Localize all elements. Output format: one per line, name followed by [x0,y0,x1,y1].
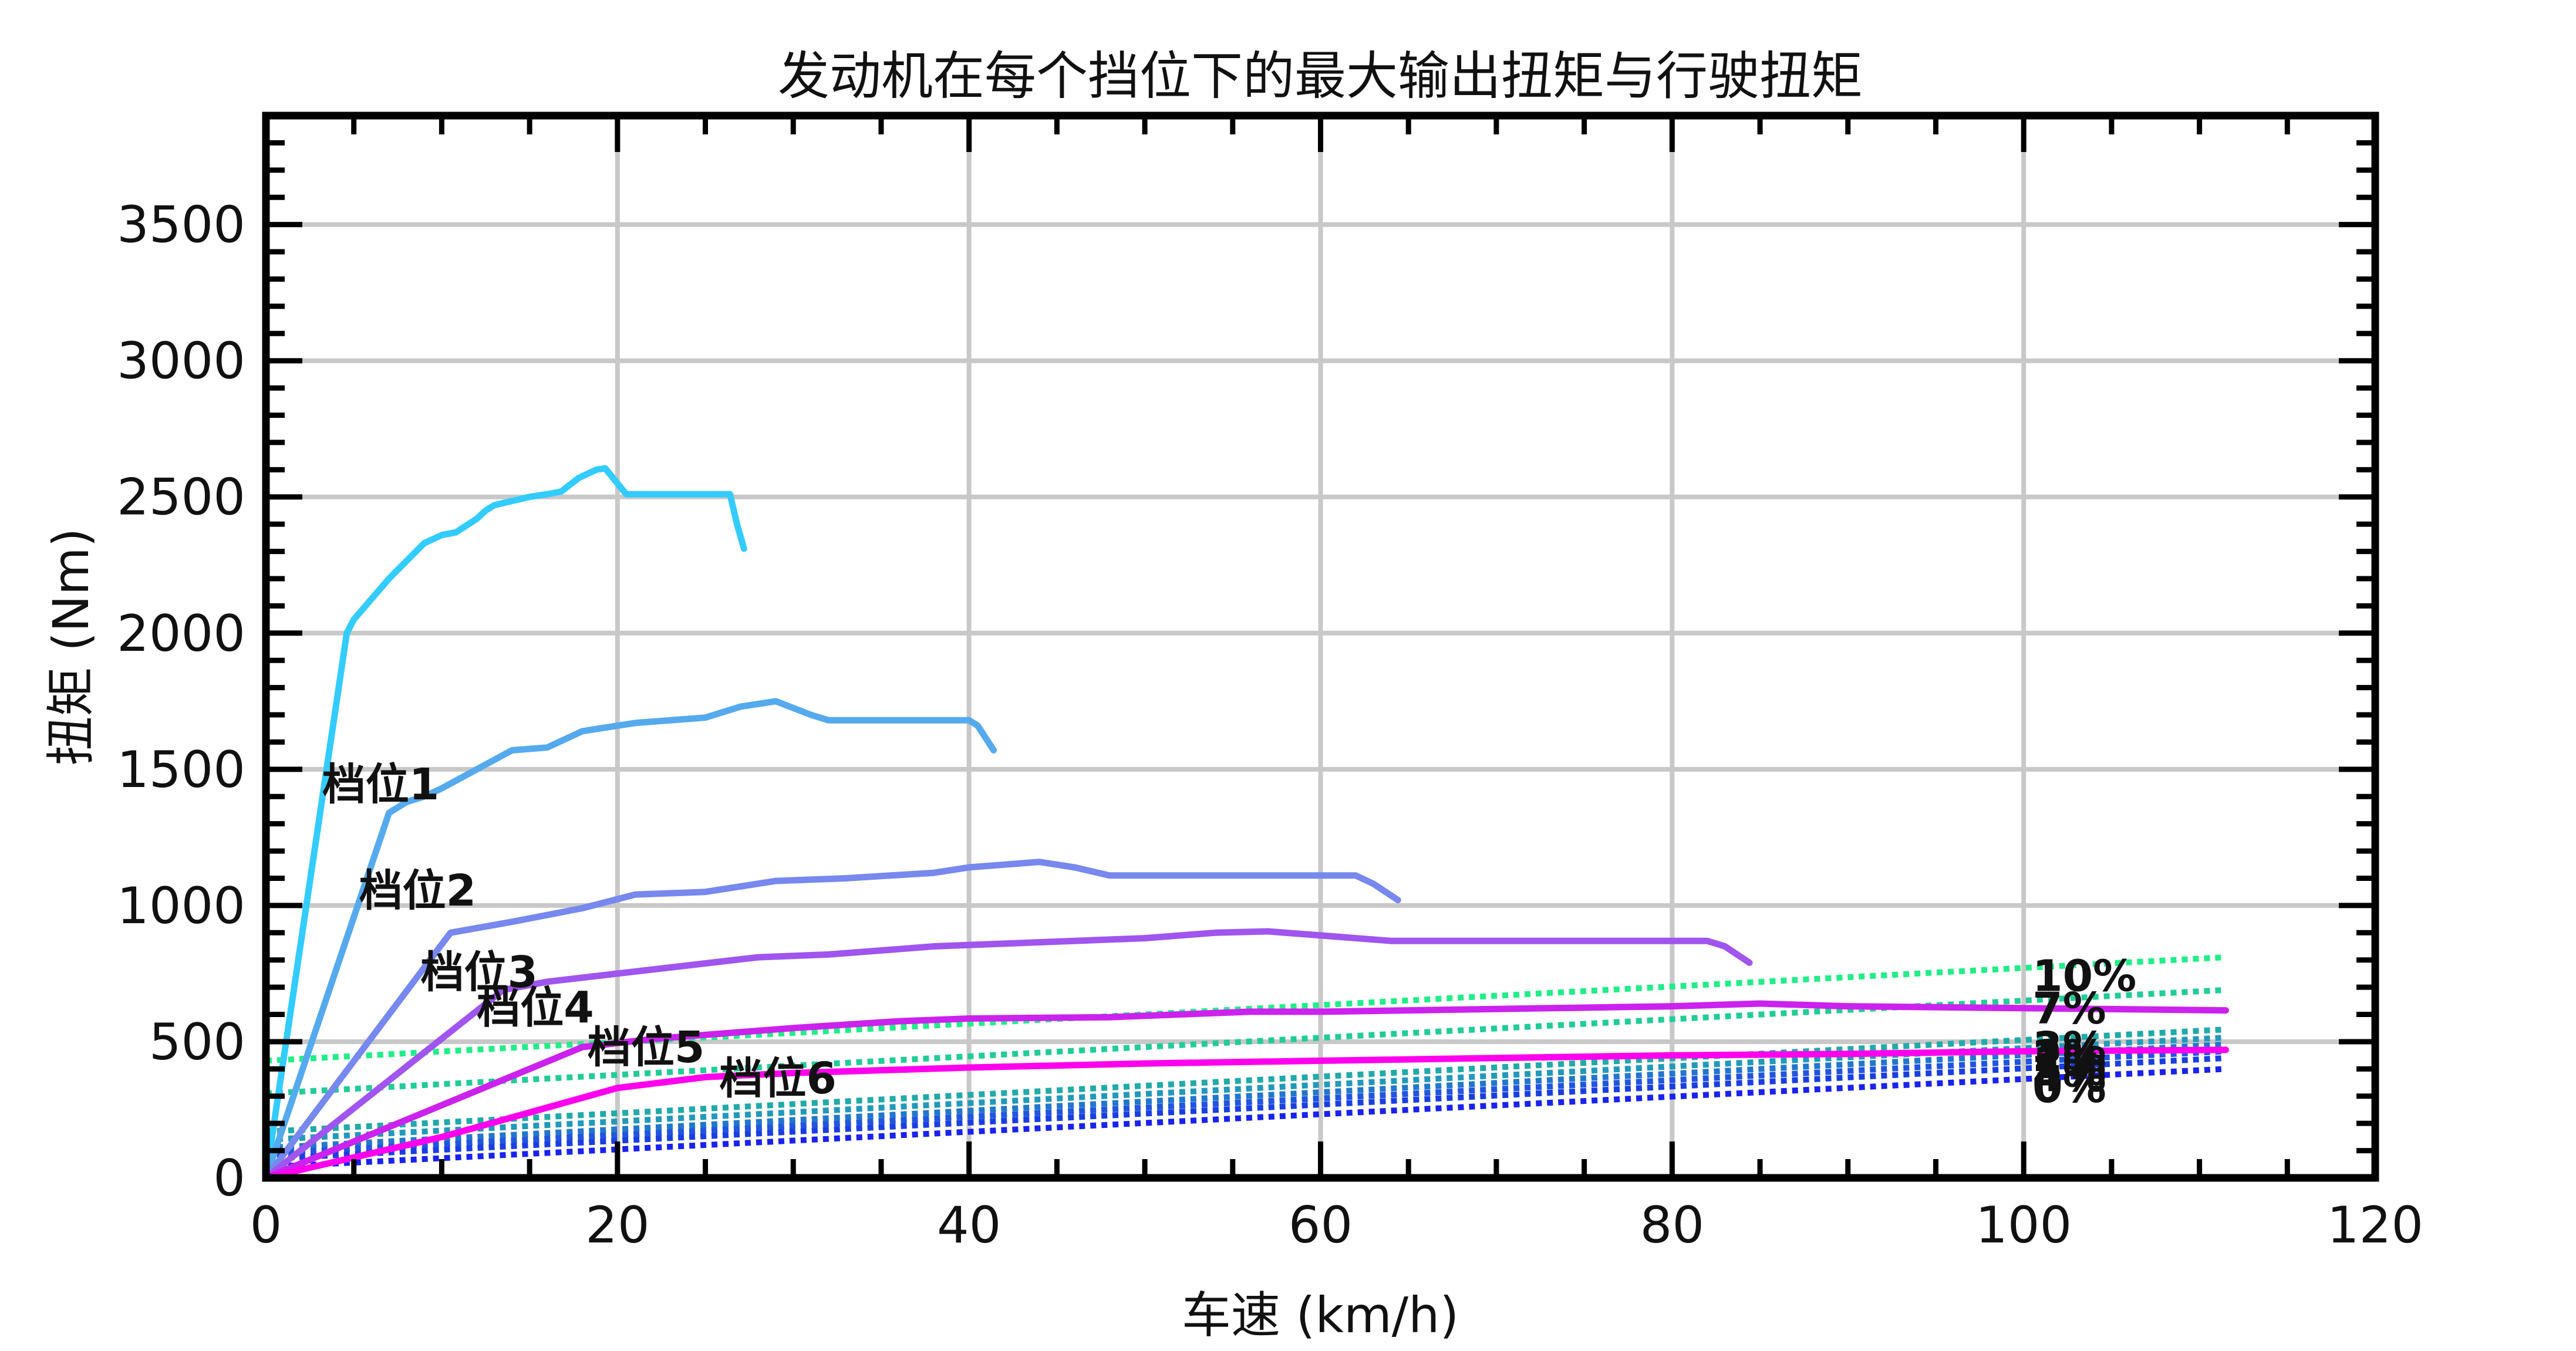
resistance-label-3pct: 3% [2032,1023,2106,1073]
gear-curve-4 [262,928,1753,1181]
gear-label-5: 档位5 [588,1022,705,1073]
gear-label-3: 档位3 [420,947,538,998]
resistance-line-0pct [265,1066,2226,1170]
resistance-line-5pct [265,1048,2226,1157]
gear-label-4: 档位4 [477,982,594,1033]
resistance-label-10pct: 10% [2032,951,2136,1001]
gear-curve-2 [262,698,997,1181]
y-tick-label: 2500 [117,468,245,527]
gear-curve-1 [262,465,747,1181]
x-tick-label: 100 [1975,1196,2072,1255]
gear-curve-5 [262,1000,2229,1181]
y-tick-label: 3500 [117,196,245,255]
gear-label-2: 档位2 [359,866,477,916]
resistance-line-2pct [265,1034,2226,1143]
resistance-line-3pct [265,1026,2226,1135]
gear-label-1: 档位1 [322,759,440,810]
plot-frame [262,112,2379,1182]
resistance-line-7pct [265,987,2226,1097]
resistance-line-1pct [265,1041,2226,1151]
y-tick-label: 0 [213,1149,245,1208]
resistance-label-4pct: 4% [2032,1052,2106,1102]
y-tick-label: 2000 [117,604,245,663]
x-axis-label: 车速 (km/h) [1182,1286,1459,1344]
x-tick-label: 40 [937,1196,1001,1255]
gear-label-6: 档位6 [719,1053,837,1104]
x-tick-label: 20 [585,1196,649,1255]
y-tick-label: 3000 [117,332,245,391]
resistance-label-2pct: 2% [2032,1031,2106,1082]
x-tick-label: 0 [250,1196,282,1255]
x-tick-label: 60 [1289,1196,1353,1255]
tick-labels: 0 20 40 60 80 100 120 0 500 1000 1500 2000 2500 3000 3… [117,196,2423,1255]
resistance-line-4pct [265,1055,2226,1162]
resistance-label-7pct: 7% [2032,984,2106,1034]
y-tick-label: 500 [149,1013,245,1072]
y-tick-label: 1500 [117,741,245,799]
resistance-label-5pct: 5% [2032,1045,2106,1095]
chart-title: 发动机在每个挡位下的最大输出扭矩与行驶扭矩 [778,46,1863,106]
gear-curves [262,465,2229,1181]
y-tick-label: 1000 [117,877,245,935]
x-tick-label: 80 [1640,1196,1704,1255]
gear-curve-6 [262,1046,2229,1181]
resistance-label-1pct: 1% [2032,1038,2106,1089]
x-tick-label: 120 [2327,1196,2423,1255]
resistance-label-0pct: 0% [2032,1062,2106,1113]
gear-curve-3 [262,859,1401,1181]
y-axis-label: 扭矩 (Nm) [42,528,100,766]
